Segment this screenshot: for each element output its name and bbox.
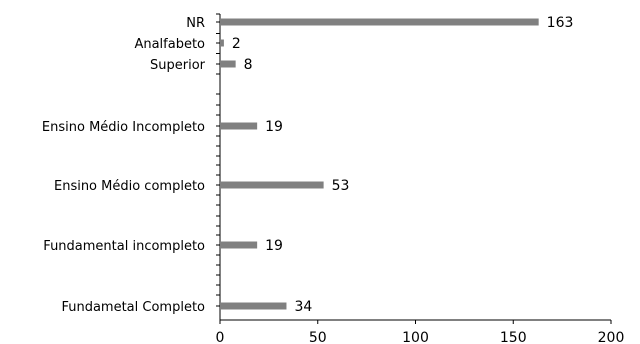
value-label: 34 <box>294 299 312 315</box>
chart-axes <box>216 13 612 324</box>
category-label: Ensino Médio completo <box>54 179 205 194</box>
category-label: Analfabeto <box>134 37 205 52</box>
x-tick-label: 150 <box>500 330 527 344</box>
category-label: Fundamental incompleto <box>43 239 205 254</box>
bar <box>220 302 287 310</box>
bar <box>220 60 236 68</box>
x-tick-label: 50 <box>309 330 327 344</box>
category-label: Superior <box>150 58 206 73</box>
bar <box>220 181 324 189</box>
value-label: 8 <box>244 57 253 73</box>
value-label: 2 <box>232 36 241 52</box>
category-label: Fundametal Completo <box>61 300 205 315</box>
bar <box>220 241 258 249</box>
value-label: 19 <box>265 238 283 254</box>
bar <box>220 39 224 47</box>
category-label: NR <box>186 16 205 31</box>
value-label: 53 <box>332 178 350 194</box>
category-label: Ensino Médio Incompleto <box>42 120 205 135</box>
x-tick-label: 0 <box>216 330 225 344</box>
bar <box>220 122 258 130</box>
chart-labels: 0 50 100 150 200 NR 163 Analfabeto 2 Superior 8 Ens… <box>42 15 624 344</box>
chart-bars <box>220 18 539 310</box>
value-label: 19 <box>265 119 283 135</box>
bar <box>220 18 539 26</box>
value-label: 163 <box>547 15 574 31</box>
x-tick-label: 200 <box>598 330 625 344</box>
x-tick-label: 100 <box>402 330 429 344</box>
